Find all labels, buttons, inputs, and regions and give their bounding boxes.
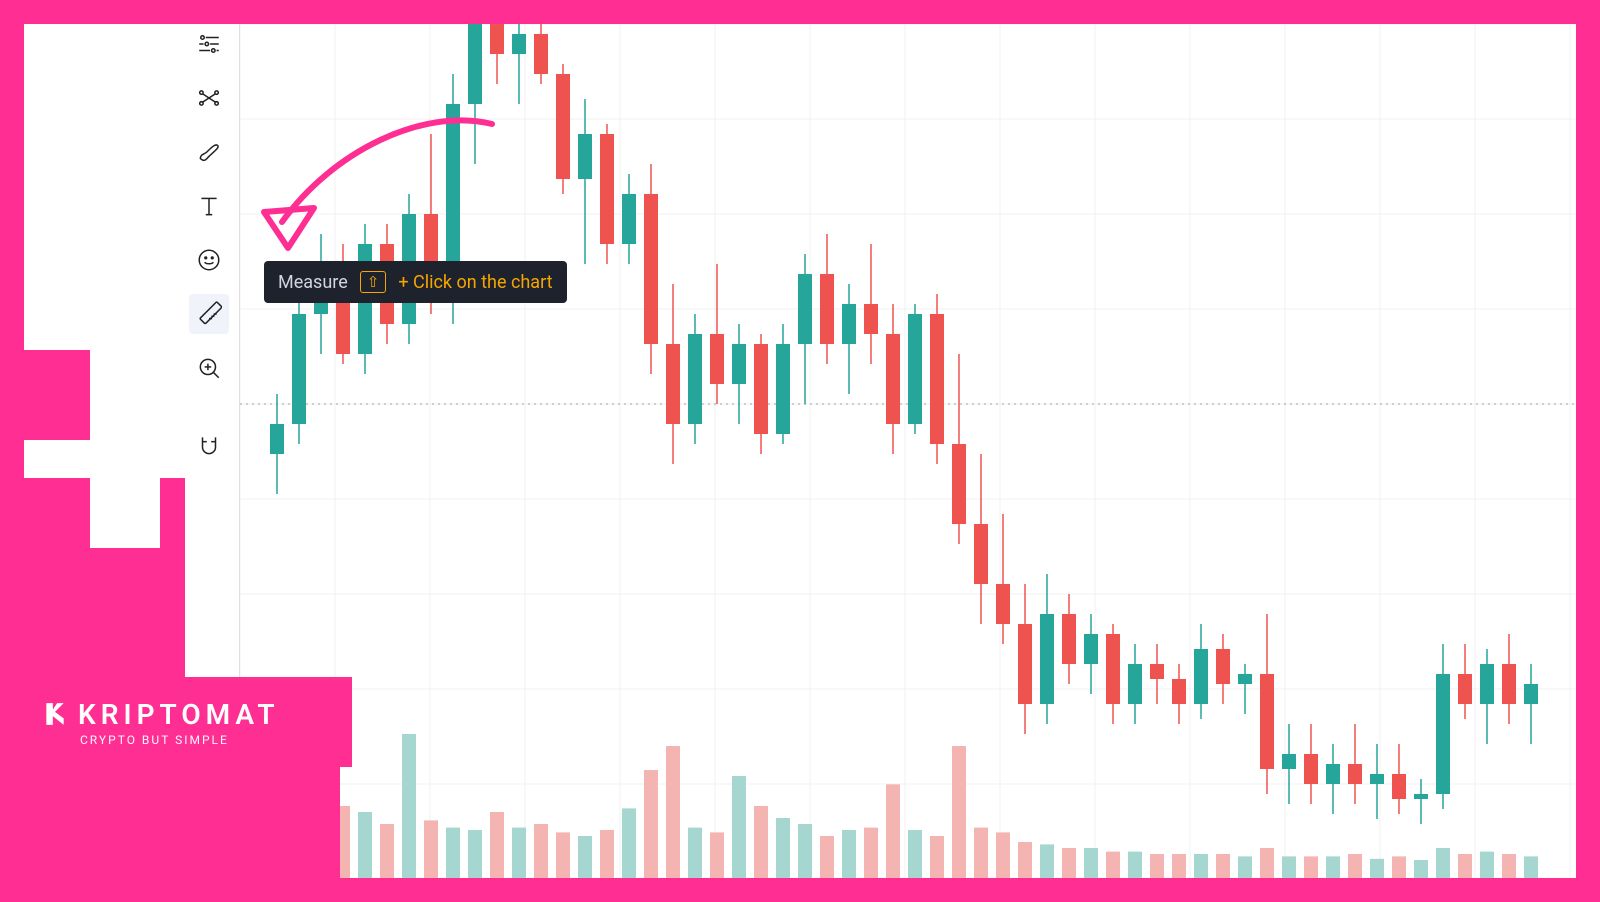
zoom-tool[interactable]: [189, 348, 229, 388]
text-icon: [196, 193, 222, 219]
branded-frame: Measure ⇧ + Click on the chart KRIPTOMAT…: [0, 0, 1600, 902]
price-chart[interactable]: [240, 24, 1576, 878]
tooltip-label: Measure: [278, 272, 348, 293]
brush-icon: [196, 139, 222, 165]
tooltip-shortcut: ⇧: [360, 271, 387, 293]
trend-lines-tool[interactable]: [189, 78, 229, 118]
tooltip-hint: + Click on the chart: [398, 272, 552, 293]
magnet-tool[interactable]: [189, 426, 229, 466]
line-settings-tool[interactable]: [189, 24, 229, 64]
candlestick-chart-svg: [240, 24, 1576, 878]
magnet-icon: [196, 433, 222, 459]
measure-tool[interactable]: [189, 294, 229, 334]
brand-tagline: CRYPTO BUT SIMPLE: [80, 733, 352, 747]
emoji-tool[interactable]: [189, 240, 229, 280]
trend-lines-icon: [196, 85, 222, 111]
zoom-icon: [196, 355, 222, 381]
measure-tooltip: Measure ⇧ + Click on the chart: [264, 261, 567, 303]
kriptomat-logo-icon: [42, 701, 68, 727]
brand-logo: KRIPTOMAT CRYPTO BUT SIMPLE: [24, 677, 352, 767]
emoji-icon: [196, 247, 222, 273]
measure-icon: [196, 301, 222, 327]
line-settings-icon: [196, 31, 222, 57]
deco-block: [90, 478, 160, 548]
brand-name: KRIPTOMAT: [78, 698, 280, 731]
brush-tool[interactable]: [189, 132, 229, 172]
text-tool[interactable]: [189, 186, 229, 226]
